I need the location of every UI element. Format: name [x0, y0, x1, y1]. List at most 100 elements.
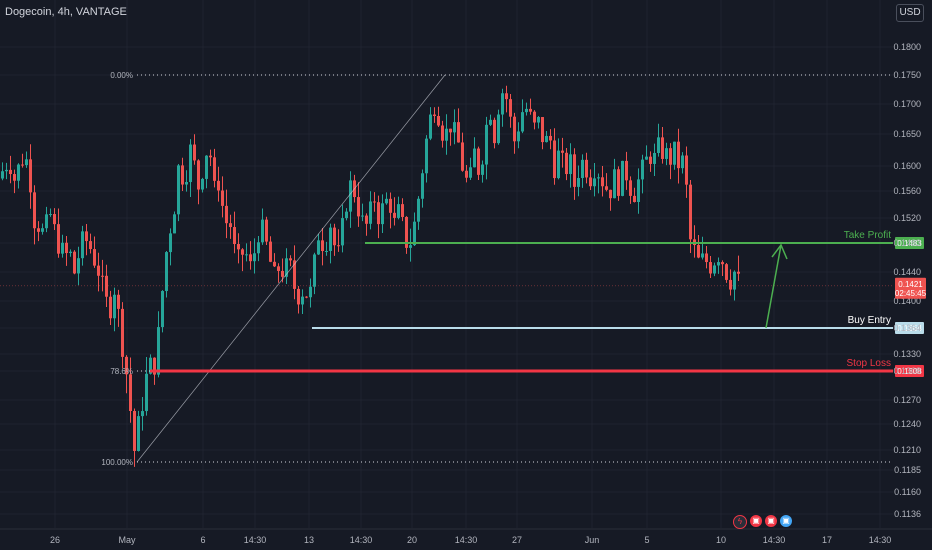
y-tick-label: 0.1750: [893, 70, 921, 80]
candle-body: [525, 108, 528, 113]
flag-icon[interactable]: ▣: [750, 515, 762, 527]
candle-body: [133, 410, 136, 451]
candle-body: [109, 296, 112, 319]
candle-body: [165, 252, 168, 292]
candle-body: [305, 296, 308, 298]
x-tick-label: 5: [644, 535, 649, 545]
candle-body: [561, 150, 564, 153]
candle-body: [685, 155, 688, 185]
candle-body: [701, 253, 704, 258]
candle-body: [705, 253, 708, 263]
candle-body: [733, 271, 736, 290]
candle-body: [445, 128, 448, 141]
candle-body: [65, 242, 68, 254]
candle-body: [89, 241, 92, 250]
candle-body: [429, 114, 432, 139]
y-tick-label: 0.1700: [893, 99, 921, 109]
candle-body: [485, 124, 488, 165]
y-tick-label: 0.1240: [893, 419, 921, 429]
candle-body: [329, 227, 332, 251]
price-tag-text: 0.1483: [897, 239, 922, 248]
candle-body: [737, 271, 740, 274]
y-tick-label: 0.1600: [893, 161, 921, 171]
candle-body: [33, 192, 36, 229]
candle-body: [313, 254, 316, 287]
lightning-icon[interactable]: ϟ: [733, 515, 747, 529]
fib-level-label: 0.00%: [110, 71, 133, 80]
chart-title: Dogecoin, 4h, VANTAGE: [5, 6, 127, 18]
candle-body: [337, 245, 340, 247]
candle-body: [73, 251, 76, 274]
candle-body: [137, 416, 140, 451]
candle-body: [573, 154, 576, 187]
candle-body: [37, 228, 40, 232]
candle-body: [413, 221, 416, 246]
candle-body: [77, 258, 80, 274]
candle-body: [201, 178, 204, 190]
candle-body: [289, 258, 292, 261]
candle-body: [277, 266, 280, 271]
candle-body: [265, 219, 268, 242]
candle-body: [69, 251, 72, 254]
candle-body: [497, 114, 500, 144]
candle-body: [317, 240, 320, 255]
candle-body: [481, 164, 484, 175]
candle-body: [297, 288, 300, 305]
candle-body: [153, 357, 156, 375]
candle-body: [477, 148, 480, 175]
candle-body: [449, 128, 452, 133]
candle-body: [301, 296, 304, 305]
flag-icon[interactable]: ▣: [765, 515, 777, 527]
candle-body: [237, 244, 240, 250]
candle-body: [185, 182, 188, 185]
candle-body: [393, 212, 396, 218]
candle-body: [149, 357, 152, 374]
candle-body: [609, 189, 612, 199]
flag-icon[interactable]: ▣: [780, 515, 792, 527]
y-tick-label: 0.1210: [893, 445, 921, 455]
candle-body: [125, 356, 128, 375]
candle-body: [653, 152, 656, 164]
candle-body: [321, 240, 324, 252]
candle-body: [309, 286, 312, 298]
candle-body: [245, 254, 248, 256]
candle-body: [5, 169, 8, 172]
candle-body: [465, 170, 468, 178]
candle-body: [257, 242, 260, 254]
candle-body: [173, 214, 176, 234]
candle-body: [621, 160, 624, 196]
candle-body: [189, 144, 192, 183]
x-tick-label: 14:30: [869, 535, 892, 545]
candle-body: [217, 180, 220, 191]
candle-body: [41, 228, 44, 232]
candle-body: [225, 205, 228, 224]
candle-body: [1, 171, 4, 179]
candle-body: [505, 93, 508, 100]
candle-body: [365, 215, 368, 224]
candle-body: [273, 261, 276, 267]
candle-body: [637, 179, 640, 202]
x-tick-label: Jun: [585, 535, 600, 545]
y-tick-label: 0.1308: [893, 366, 921, 376]
y-tick-label: 0.1520: [893, 213, 921, 223]
candle-body: [617, 169, 620, 196]
candle-body: [581, 159, 584, 178]
target-arrow-head: [771, 243, 788, 260]
candle-body: [397, 204, 400, 218]
candle-body: [161, 291, 164, 328]
currency-button[interactable]: USD: [896, 4, 924, 22]
price-tag-text: 0.1364: [897, 324, 922, 333]
y-tick-label: 0.1364: [893, 323, 921, 333]
y-tick-label: 0.1160: [894, 487, 921, 497]
candle-body: [389, 198, 392, 213]
candle-body: [405, 216, 408, 248]
candle-body: [649, 156, 652, 164]
candle-body: [549, 135, 552, 141]
candle-body: [709, 262, 712, 274]
candle-body: [233, 227, 236, 245]
candle-body: [565, 152, 568, 175]
candle-body: [145, 373, 148, 412]
current-price-tag: [895, 277, 926, 299]
candle-body: [181, 165, 184, 185]
target-arrow: [765, 244, 782, 329]
